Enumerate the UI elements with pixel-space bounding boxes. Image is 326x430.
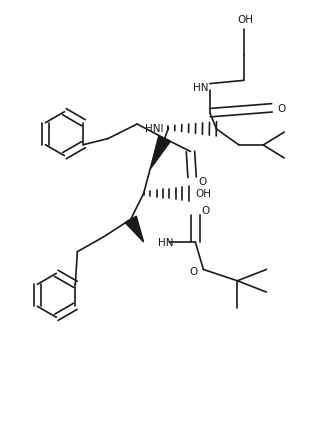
Text: HN: HN (193, 83, 208, 92)
Polygon shape (125, 217, 144, 243)
Text: O: O (201, 205, 209, 215)
Text: HN: HN (158, 237, 174, 247)
Text: HNI: HNI (144, 123, 163, 134)
Text: O: O (198, 176, 206, 186)
Text: OH: OH (195, 189, 211, 199)
Text: O: O (189, 267, 198, 276)
Text: OH: OH (237, 15, 253, 25)
Polygon shape (150, 136, 170, 170)
Text: O: O (278, 104, 286, 114)
